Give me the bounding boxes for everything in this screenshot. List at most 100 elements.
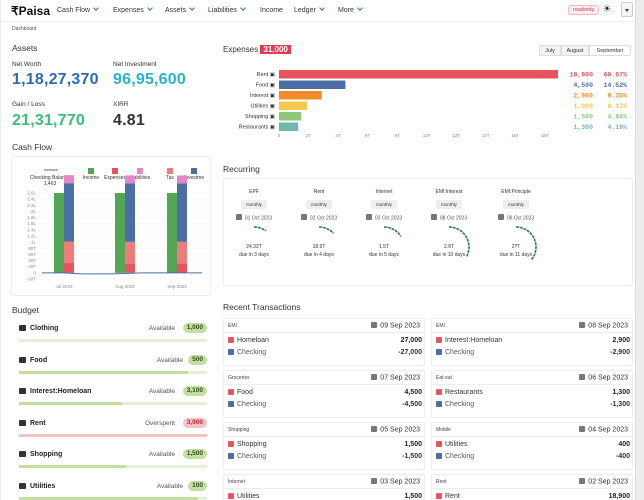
recurring-frequency-tag: monthly [371,200,397,209]
calendar-icon [300,214,307,220]
budget-amount-badge: 3,100 [182,386,207,396]
legend-swatch [191,168,197,174]
budget-row[interactable]: Interest:Homeloan Available 3,100 [11,386,207,417]
nav-ledger[interactable]: Ledger [294,5,325,14]
expense-amount: 2,900 [573,93,593,100]
transaction-card[interactable]: Shopping 05 Sep 2023 Shopping 1,500 Checking… [223,422,425,470]
expense-bar-shopping[interactable] [279,112,302,121]
expense-label-food: Food ▣ [256,83,276,89]
bar-income[interactable] [115,193,125,273]
y-tick-label: 40T [28,258,36,263]
month-tab-september[interactable]: September [589,45,631,56]
bank-icon [436,401,442,407]
bar-expenses[interactable] [125,263,135,273]
budget-row[interactable]: Food Available 500 [11,354,207,386]
recent-transactions-title: Recent Transactions [223,302,301,312]
budget-row[interactable]: Clothing Available 1,000 [11,323,207,354]
bar-tax[interactable] [64,241,74,264]
bar-income[interactable] [54,193,64,273]
recurring-progress-gauge [515,226,537,261]
calendar-icon [365,214,372,220]
checking-balance-line[interactable] [42,272,202,275]
calendar-icon [371,374,378,380]
expense-amount: 1,300 [573,124,593,131]
posting-account: Checking [436,349,474,356]
nav-income[interactable]: Income [260,7,283,14]
expense-bar-interest[interactable] [279,91,322,100]
y-tick-label: 2.4L [27,197,36,202]
recurring-date: 02 Oct 2023 [289,214,349,222]
nav-cash-flow[interactable]: Cash Flow [57,5,99,14]
transaction-card[interactable]: Groceries 07 Sep 2023 Food 4,500 Checking -4,… [223,370,425,418]
posting-account: Homeloan [228,337,269,344]
legend-label[interactable]: Tax [166,175,174,181]
expense-x-tick: 4T [335,133,341,138]
expense-bar-restaurants[interactable] [279,122,299,132]
budget-amount-badge: 1,500 [182,449,207,459]
transaction-card[interactable]: EMI 08 Sep 2023 Interest:Homeloan 2,900 Chec… [431,318,633,366]
bar-tax[interactable] [125,241,135,264]
bar-liabilities[interactable] [177,175,187,184]
legend-label[interactable]: Expenses [104,175,126,181]
legend-label[interactable]: Checking Balance [30,175,71,181]
gauge-arc [253,226,267,232]
cash-flow-card: Checking Balance Income Expenses Liabilitie… [11,156,211,296]
dropdown-menu-button[interactable] [621,2,633,17]
bar-liabilities[interactable] [64,175,74,184]
recurring-due: due in 5 days [369,252,399,258]
budget-name: Utilities [19,482,55,490]
calendar-icon [579,478,586,484]
transaction-card[interactable]: EMI 09 Sep 2023 Homeloan 27,000 Checking -27,… [223,318,425,366]
bar-expenses[interactable] [64,263,74,273]
sun-icon[interactable]: ☀ [602,4,612,15]
transaction-card[interactable]: Eat out 06 Sep 2023 Restaurants 1,300 Checki… [431,370,633,418]
legend-label[interactable]: Liabilities [130,175,151,181]
month-tab-august[interactable]: August [561,45,589,56]
expense-amount: 18,900 [570,72,594,79]
legend-label[interactable]: Investme [184,175,205,181]
transaction-category: Internet [228,479,245,485]
nav-liabilities[interactable]: Liabilities [208,5,246,14]
x-category-label: Sep 2023 [167,284,187,289]
recurring-item[interactable]: EMI:Interest monthly 08 Oct 2023 2.9T due in… [419,179,479,287]
legend-label[interactable]: Income [83,175,100,181]
bar-investment[interactable] [177,183,187,242]
expense-bar-utilities[interactable] [279,101,308,111]
bar-expenses[interactable] [177,263,187,273]
expense-bar-food[interactable] [279,80,346,90]
recurring-name: EMI:Principle [501,189,531,195]
posting-amount: 1,500 [404,441,422,448]
transaction-card[interactable]: Mobile 04 Sep 2023 Utilities 400 Checking -40… [431,422,633,470]
budget-row[interactable]: Utilities Available 100 [11,480,207,500]
bar-tax[interactable] [177,241,187,264]
nav-expenses[interactable]: Expenses [113,5,153,14]
recurring-item[interactable]: EMI:Principle monthly 09 Oct 2023 2?T due in… [486,179,546,287]
transaction-header: Internet 03 Sep 2023 [224,475,424,489]
posting-amount: -4,500 [402,401,422,408]
xirr-label: XIRR [113,101,129,108]
budget-row[interactable]: Rent Overspent 3,900 [11,417,207,449]
transaction-card[interactable]: Rent 02 Sep 2023 Rent 18,900 [431,474,633,500]
nav-assets[interactable]: Assets [165,5,195,14]
expense-bar-rent[interactable] [279,70,558,79]
bar-income[interactable] [167,193,177,273]
recurring-item[interactable]: Internet monthly 03 Oct 2023 1.5T due in 5 d… [354,179,414,287]
budget-progress-fill [19,370,189,374]
logo[interactable]: ₹Paisa [11,4,50,18]
budget-row[interactable]: Shopping Available 1,500 [11,449,207,480]
recurring-item[interactable]: EPF monthly 01 Oct 2023 24.33T due in 3 days [224,179,284,287]
bar-investment[interactable] [125,183,135,242]
category-icon [228,441,234,447]
calendar-icon [371,322,378,328]
recurring-item[interactable]: Rent monthly 02 Oct 2023 18.9T due in 4 days [289,179,349,287]
recurring-progress-gauge [448,226,470,258]
transaction-date: 02 Sep 2023 [579,478,628,486]
nav-more[interactable]: More [338,5,363,14]
budget-amount-badge: 3,900 [182,417,207,428]
transaction-posting: Checking -27,000 [228,349,422,359]
bar-liabilities[interactable] [125,175,135,184]
calendar-icon [235,214,242,220]
transaction-card[interactable]: Internet 03 Sep 2023 Utilities 1,500 [223,474,425,500]
month-tab-july[interactable]: July [539,45,561,56]
bar-investment[interactable] [64,183,74,242]
